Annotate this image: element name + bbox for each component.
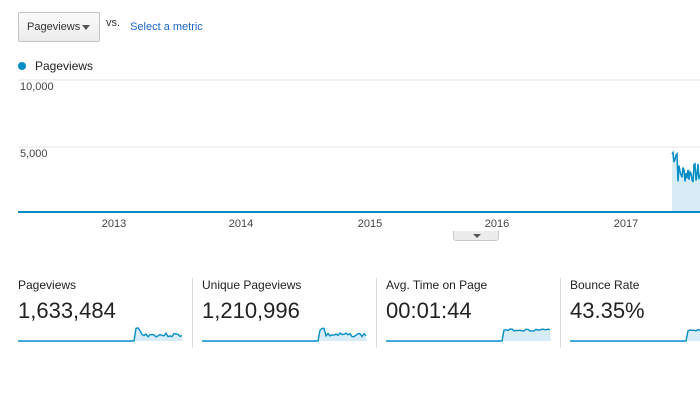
- sparkline-line: [202, 327, 367, 342]
- summary-scorecards: Pageviews 1,633,484 Unique Pageviews 1,2…: [0, 268, 700, 358]
- pageviews-chart[interactable]: [0, 76, 700, 226]
- scorecard-unique-pageviews[interactable]: Unique Pageviews 1,210,996: [192, 268, 370, 356]
- series-line: [671, 150, 700, 183]
- legend-label: Pageviews: [35, 59, 94, 73]
- sparkline: [202, 327, 367, 342]
- metric-selector-bar: Pageviews vs. Select a metric: [18, 12, 203, 42]
- select-metric-link[interactable]: Select a metric: [130, 21, 203, 33]
- x-tick-label: 2017: [613, 218, 639, 230]
- sparkline-line: [386, 328, 551, 342]
- scorecard-pageviews[interactable]: Pageviews 1,633,484: [18, 268, 186, 356]
- scorecard-value: 00:01:44: [386, 298, 472, 323]
- sparkline: [570, 328, 700, 342]
- series-area: [672, 152, 700, 212]
- scorecard-title: Pageviews: [18, 278, 77, 292]
- x-tick-label: 2015: [357, 218, 383, 230]
- sparkline-line: [570, 328, 700, 342]
- x-tick-label: 2013: [101, 218, 127, 230]
- vs-label: vs.: [106, 17, 121, 29]
- sparkline-area: [18, 327, 183, 341]
- divider: [192, 278, 193, 348]
- scorecard-bounce-rate[interactable]: Bounce Rate 43.35%: [560, 268, 700, 356]
- legend-dot-icon: [18, 62, 26, 70]
- scorecard-value: 1,633,484: [18, 298, 116, 323]
- scorecard-title: Avg. Time on Page: [386, 278, 488, 292]
- scorecard-avg-time[interactable]: Avg. Time on Page 00:01:44: [376, 268, 554, 356]
- scorecard-title: Bounce Rate: [570, 278, 640, 292]
- scorecard-value: 43.35%: [570, 298, 645, 323]
- sparkline-line: [18, 327, 183, 342]
- divider: [560, 278, 561, 348]
- sparkline-area: [570, 329, 700, 341]
- sparkline: [386, 328, 551, 342]
- sparkline-area: [386, 329, 551, 341]
- x-tick-label: 2016: [484, 218, 510, 230]
- metric-select-dropdown[interactable]: Pageviews: [18, 12, 100, 42]
- divider: [376, 278, 377, 348]
- scorecard-value: 1,210,996: [202, 298, 300, 323]
- dropdown-caret-icon: [82, 25, 90, 30]
- metric-select-value: Pageviews: [27, 21, 81, 33]
- chart-collapse-toggle[interactable]: [453, 231, 499, 241]
- sparkline-area: [202, 328, 367, 341]
- chevron-down-icon: [473, 234, 481, 238]
- chart-legend[interactable]: Pageviews: [18, 59, 93, 73]
- sparkline: [18, 327, 183, 342]
- y-tick-label: 10,000: [20, 81, 54, 93]
- scorecard-title: Unique Pageviews: [202, 278, 302, 292]
- x-tick-label: 2014: [228, 218, 254, 230]
- y-tick-label: 5,000: [20, 148, 48, 160]
